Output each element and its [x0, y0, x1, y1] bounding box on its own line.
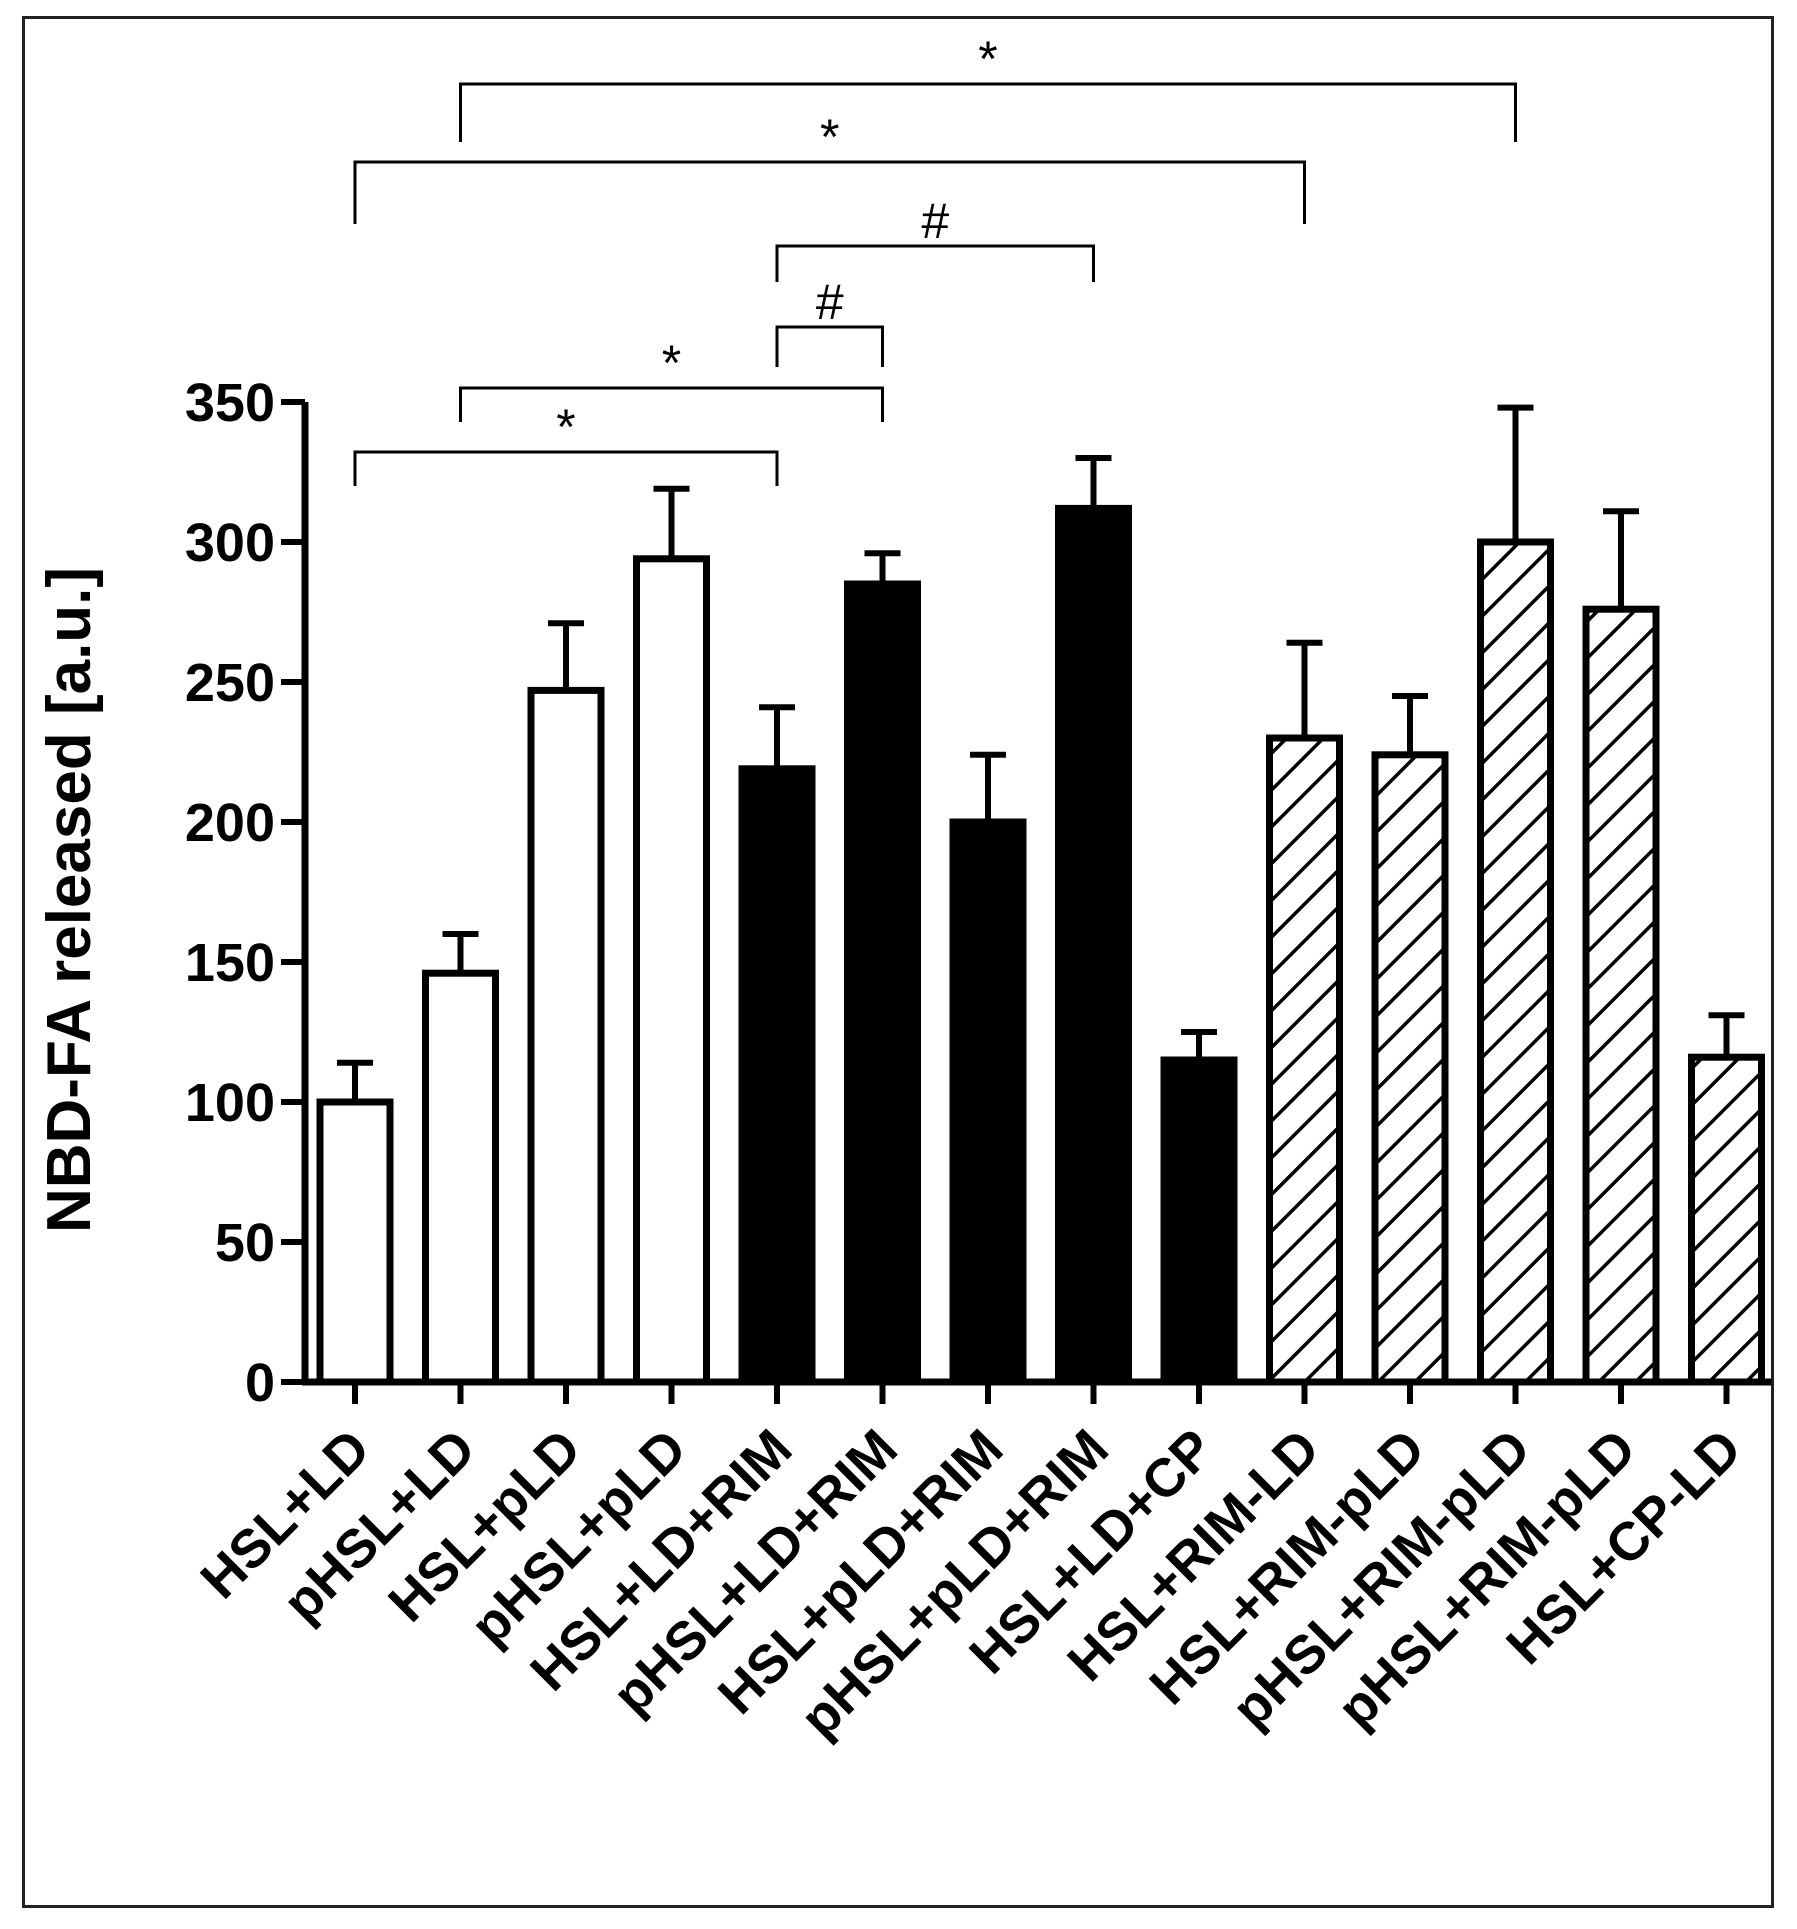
y-axis-title: NBD-FA released [a.u.]: [35, 567, 104, 1233]
y-tick-label: 50: [215, 1213, 275, 1273]
bar: [633, 555, 710, 1386]
y-tick-label: 150: [185, 933, 275, 993]
y-tick-label: 250: [185, 653, 275, 713]
significance-bracket: [353, 160, 1306, 224]
significance-label: #: [921, 193, 949, 249]
bar: [738, 765, 816, 1386]
bar: [1266, 734, 1343, 1386]
significance-label: *: [556, 399, 575, 455]
y-tick-label: 200: [185, 793, 275, 853]
significance-label: #: [816, 274, 844, 330]
bar: [1055, 504, 1132, 1386]
y-tick-label: 100: [185, 1073, 275, 1133]
significance-label: *: [820, 109, 839, 165]
bar: [1160, 1056, 1238, 1386]
significance-bracket: [459, 386, 884, 422]
significance-bracket: [775, 244, 1095, 282]
significance-label: *: [978, 31, 997, 87]
significance-bracket: [459, 82, 1517, 142]
y-tick-label: 350: [185, 373, 275, 433]
bar: [1582, 605, 1660, 1386]
bar: [949, 818, 1027, 1386]
significance-bracket: [775, 325, 884, 367]
bar: [1477, 538, 1554, 1386]
bar: [316, 1098, 394, 1386]
significance-bracket: [353, 450, 779, 486]
bar: [422, 969, 499, 1386]
bar: [1371, 751, 1449, 1386]
y-tick-label: 0: [245, 1353, 275, 1413]
y-tick-label: 300: [185, 513, 275, 573]
bar: [844, 580, 921, 1386]
significance-label: *: [662, 335, 681, 391]
bar: [527, 686, 605, 1386]
bar: [1688, 1053, 1765, 1386]
